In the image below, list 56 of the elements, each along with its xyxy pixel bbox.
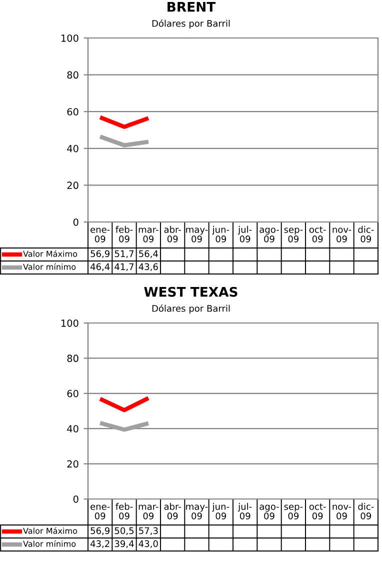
y-tick-label: 80 — [67, 71, 78, 79]
y-tick-label: 80 — [67, 354, 78, 362]
legend-label: Valor Máximo — [23, 250, 78, 257]
x-tick-label: abr- 09 — [164, 226, 181, 242]
data-label: 46,4 — [90, 263, 110, 272]
y-tick-label: 60 — [67, 108, 78, 116]
x-tick-label: abr- 09 — [164, 502, 181, 520]
x-tick-label: dic- 09 — [358, 502, 374, 520]
data-label: 43,6 — [138, 263, 158, 272]
data-label: 56,4 — [139, 250, 158, 258]
y-tick-label: 0 — [73, 218, 78, 226]
x-tick-label: jul- 09 — [238, 226, 252, 242]
y-tick-label: 0 — [73, 495, 78, 503]
data-label: 39,4 — [114, 540, 134, 548]
x-tick-label: mar- 09 — [138, 504, 158, 520]
legend-label: Valor mínimo — [23, 540, 76, 547]
data-label: 56,9 — [90, 250, 110, 258]
y-tick-label: 20 — [67, 460, 78, 468]
data-label: 50,5 — [114, 527, 134, 536]
data-label: 57,3 — [139, 527, 158, 536]
x-tick-label: oct- 09 — [309, 226, 326, 242]
x-tick-label: mar- 09 — [138, 228, 158, 242]
chart-title: WEST TEXAS — [144, 286, 238, 297]
x-tick-label: jun- 09 — [212, 226, 230, 242]
x-tick-label: ene- 09 — [90, 228, 110, 242]
x-tick-label: ene- 09 — [90, 504, 110, 520]
data-label: 43,2 — [90, 540, 110, 548]
chart-subtitle: Dólares por Barril — [152, 304, 230, 314]
x-tick-label: may- 09 — [186, 228, 208, 242]
chart-title: BRENT — [168, 2, 216, 12]
x-tick-label: ago- 09 — [260, 228, 279, 242]
x-tick-label: nov- 09 — [332, 504, 352, 520]
legend-label: Valor Máximo — [23, 527, 78, 534]
x-tick-label: sep- 09 — [284, 504, 303, 520]
x-tick-label: feb- 09 — [116, 502, 133, 520]
y-tick-label: 60 — [67, 390, 78, 398]
legend-label: Valor mínimo — [23, 263, 76, 270]
data-label: 43,0 — [138, 540, 158, 548]
x-tick-label: feb- 09 — [116, 226, 133, 242]
x-tick-label: dic- 09 — [358, 226, 374, 242]
y-tick-label: 40 — [67, 144, 78, 152]
x-tick-label: ago- 09 — [260, 504, 279, 520]
x-tick-label: may- 09 — [186, 504, 208, 520]
data-label: 51,7 — [114, 250, 134, 258]
x-tick-label: jul- 09 — [238, 502, 252, 520]
data-label: 41,7 — [114, 263, 134, 272]
y-tick-label: 20 — [67, 182, 78, 190]
y-tick-label: 40 — [67, 425, 78, 432]
x-tick-label: oct- 09 — [309, 503, 326, 520]
x-tick-label: nov- 09 — [332, 228, 352, 242]
x-tick-label: jun- 09 — [212, 502, 230, 520]
data-label: 56,9 — [90, 527, 110, 536]
y-tick-label: 100 — [61, 319, 78, 327]
x-tick-label: sep- 09 — [284, 228, 303, 242]
y-tick-label: 100 — [61, 34, 78, 42]
chart-subtitle: Dólares por Barril — [152, 19, 230, 29]
